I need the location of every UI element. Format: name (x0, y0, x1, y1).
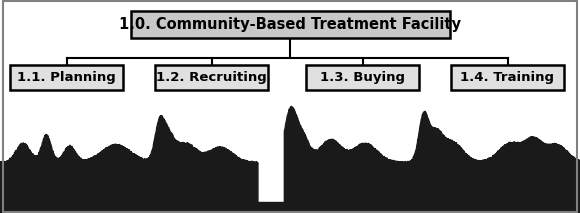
Polygon shape (0, 202, 580, 213)
Polygon shape (0, 115, 258, 213)
Text: 1.2. Recruiting: 1.2. Recruiting (157, 71, 267, 84)
Text: 1.0. Community-Based Treatment Facility: 1.0. Community-Based Treatment Facility (119, 17, 461, 32)
Text: 1.3. Buying: 1.3. Buying (320, 71, 405, 84)
FancyBboxPatch shape (130, 11, 450, 38)
FancyBboxPatch shape (451, 66, 564, 90)
FancyBboxPatch shape (155, 66, 268, 90)
FancyBboxPatch shape (306, 66, 419, 90)
FancyBboxPatch shape (10, 66, 124, 90)
Text: 1.4. Training: 1.4. Training (461, 71, 554, 84)
Text: 1.1. Planning: 1.1. Planning (17, 71, 116, 84)
Polygon shape (284, 106, 580, 213)
